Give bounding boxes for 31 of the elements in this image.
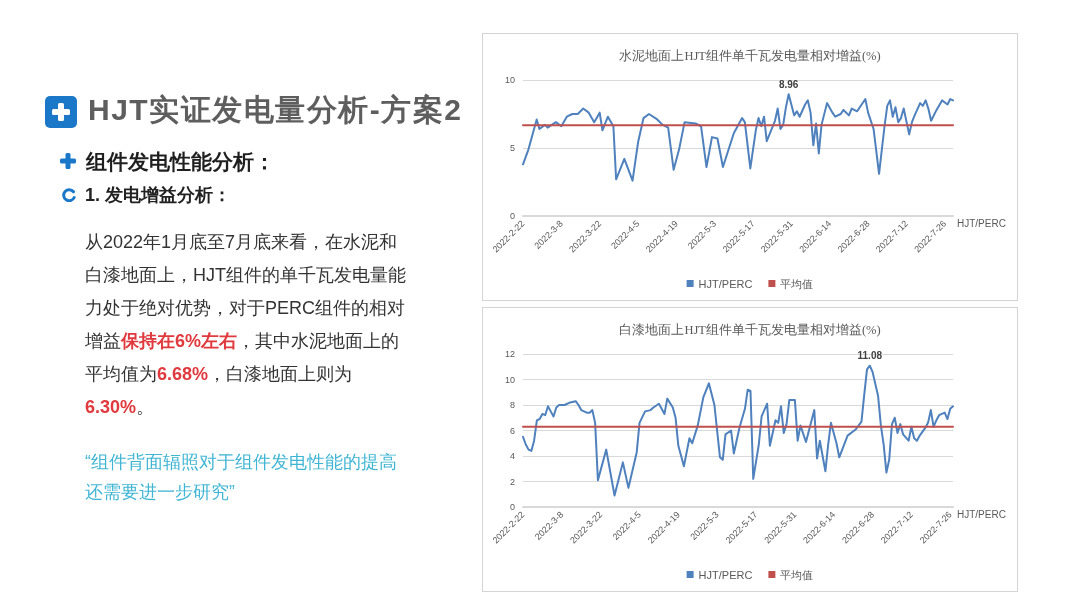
data-label: 8.96 [778,78,799,90]
y-tick-label: 0 [509,502,515,512]
text: HJT/PERC [957,217,1006,229]
text: “组件背面辐照对于组件发电性能的提高还需要进一步研究” [85,451,397,504]
y-tick-label: 10 [504,374,515,385]
y-tick-label: 2 [509,476,515,487]
text: 1. 发电增益分析： [85,184,232,207]
y-tick-label: 8 [509,400,515,410]
line-series [522,93,954,182]
text: 保持在6%左右 [121,331,238,351]
legend-label: HJT/PERC [698,277,753,290]
y-tick-label: 10 [504,75,515,85]
legend-label: 平均值 [780,568,814,581]
y-tick-label: 12 [504,349,515,359]
text: 组件发电性能分析： [86,149,275,175]
y-tick-label: 5 [509,143,515,153]
legend-label: HJT/PERC [698,568,753,581]
text: 6.30% [85,397,137,417]
text: ，白漆地面上则为 [208,364,353,384]
y-tick-label: 6 [509,425,515,436]
chart-title: 水泥地面上HJT组件单千瓦发电量相对增益(%) [619,48,881,63]
y-tick-label: 4 [509,451,515,461]
y-tick-label: 0 [509,211,515,221]
line-series [522,364,954,497]
legend-label: 平均值 [780,277,814,290]
text: HJT实证发电量分析-方案2 [88,92,463,128]
chart-title: 白漆地面上HJT组件单千瓦发电量相对增益(%) [619,322,881,337]
text: 。 [136,397,155,417]
data-label: 11.08 [857,350,883,362]
text: HJT/PERC [957,508,1006,520]
text: 6.68% [157,364,209,384]
